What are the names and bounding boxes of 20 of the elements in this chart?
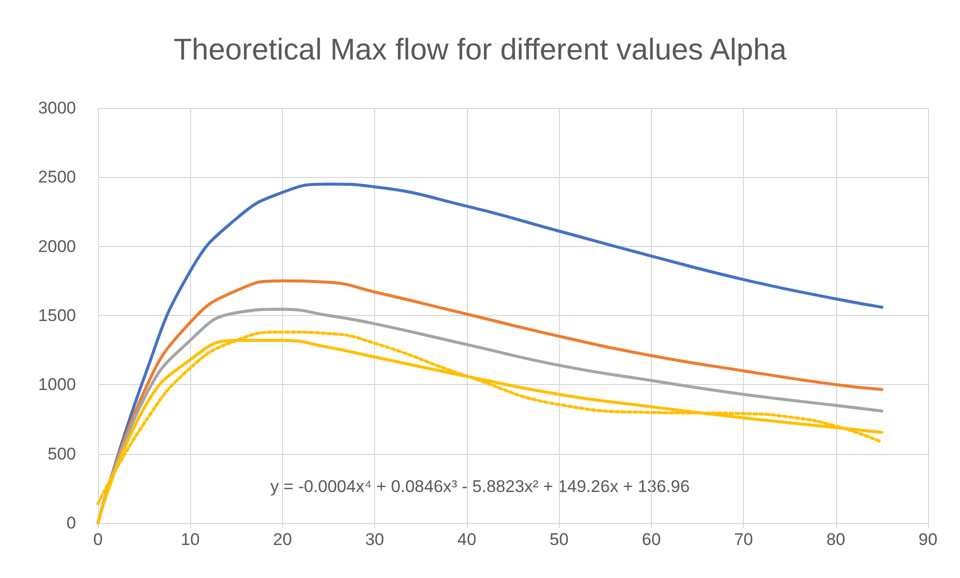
y-tick-label: 0: [66, 514, 76, 532]
y-tick-label: 3000: [38, 98, 76, 118]
x-tick-label: 40: [457, 530, 476, 549]
x-tick-label: 90: [918, 530, 938, 549]
chart-title: Theoretical Max flow for different values Alpha: [173, 34, 787, 66]
line-series: [96, 182, 884, 524]
annotation: y = -0.0004x⁴ + 0.0846x³ - 5.8823x² + 149.26x + 136.96: [270, 477, 690, 496]
x-tick-label: 30: [365, 530, 384, 549]
y-tick-label: 1500: [38, 306, 76, 325]
x-tick-label: 10: [180, 530, 200, 549]
x-tick-label: 50: [550, 530, 569, 549]
x-tick-label: 70: [734, 530, 754, 549]
y-tick-label: 2500: [38, 168, 76, 187]
x-tick-label: 60: [642, 530, 661, 549]
x-tick-label: 0: [93, 530, 103, 549]
x-tick-label: 80: [826, 530, 846, 549]
y-tick-label: 1000: [38, 375, 76, 394]
x-tick-label: 20: [272, 530, 292, 549]
y-tick-label: 2000: [38, 236, 76, 256]
y-tick-label: 500: [48, 444, 76, 464]
